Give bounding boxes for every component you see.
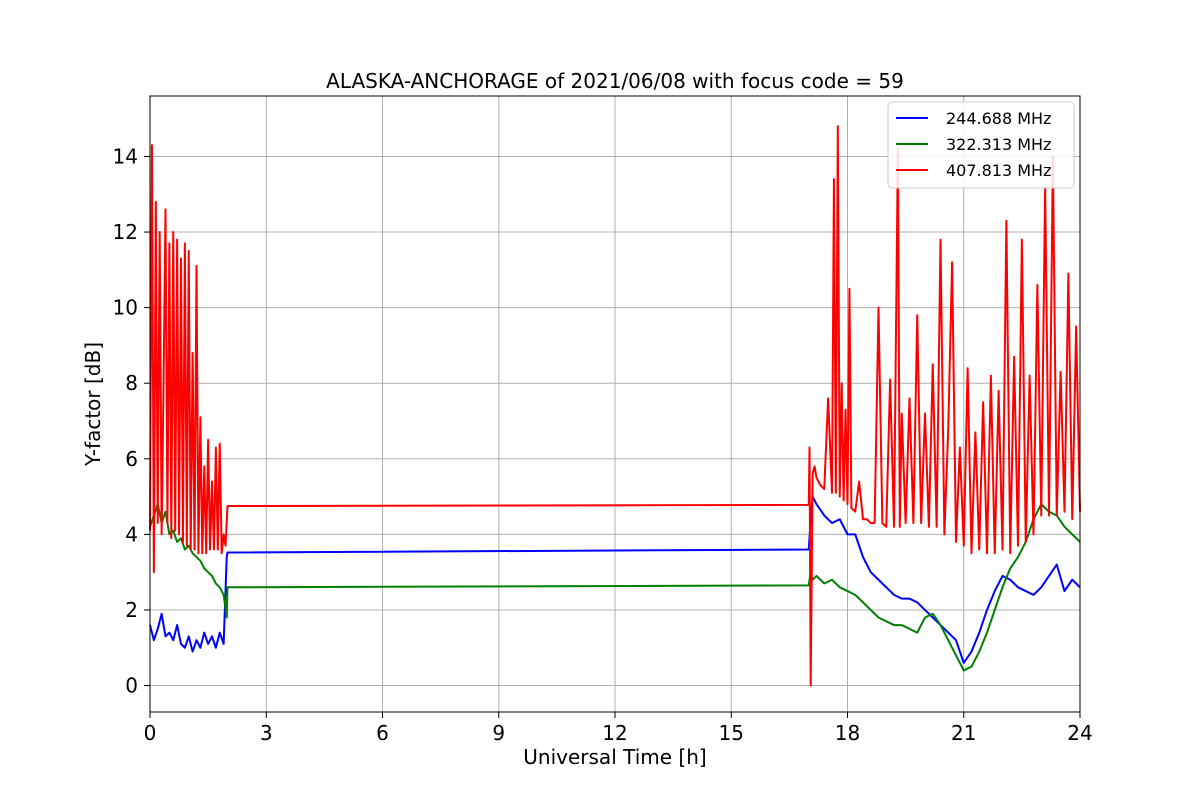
y-tick-label-3: 6 [125,447,138,471]
y-tick-label-0: 0 [125,674,138,698]
x-tick-label-3: 9 [492,721,505,745]
x-tick-label-0: 0 [144,721,157,745]
x-tick-label-7: 21 [951,721,976,745]
y-axis-label: Y-factor [dB] [81,342,105,467]
y-tick-label-1: 2 [125,598,138,622]
y-tick-label-6: 12 [113,220,138,244]
y-tick-label-4: 8 [125,371,138,395]
x-tick-label-8: 24 [1067,721,1092,745]
series-line-3 [149,125,1081,687]
legend-label-2: 322.313 MHz [946,135,1051,154]
series-line-2 [149,503,1081,672]
legend-box [887,101,1075,189]
x-tick-label-4: 12 [602,721,627,745]
legend-label-3: 407.813 MHz [946,161,1051,180]
x-tick-label-5: 15 [719,721,744,745]
series-line-1 [149,495,1081,664]
x-tick-label-6: 18 [835,721,860,745]
y-tick-label-2: 4 [125,522,138,546]
legend-label-1: 244.688 MHz [946,109,1051,128]
y-tick-label-5: 10 [113,296,138,320]
chart-title: ALASKA-ANCHORAGE of 2021/06/08 with focu… [326,69,904,93]
x-tick-label-2: 6 [376,721,389,745]
y-tick-label-7: 14 [113,144,138,168]
x-axis-ticks: 0 3 6 9 12 15 18 21 24 [144,712,1093,745]
y-axis-ticks: 0 2 4 6 8 10 12 14 [113,144,150,698]
series-layer [149,125,1081,687]
x-axis-label: Universal Time [h] [523,745,706,769]
x-tick-label-1: 3 [260,721,273,745]
legend: 244.688 MHz 322.313 MHz 407.813 MHz [887,101,1075,189]
